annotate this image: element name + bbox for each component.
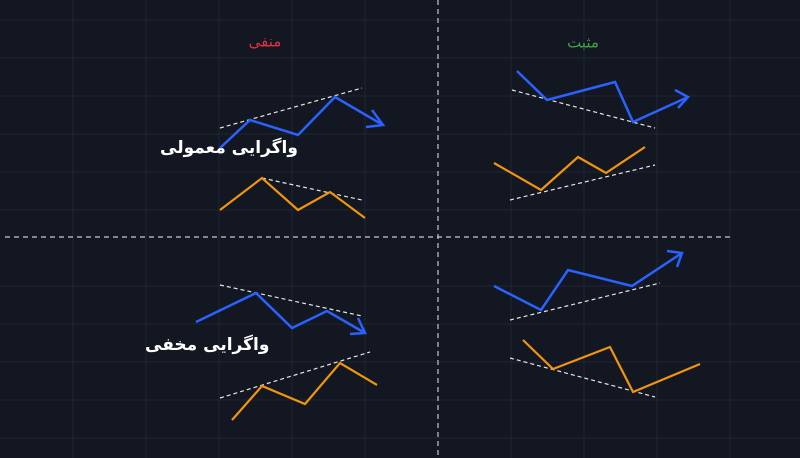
hidden-label: واگرایی مخفی [145,334,269,355]
hidden-negative [195,284,378,421]
hidden-positive [493,249,701,398]
regular-label: واگرایی معمولی [160,137,298,158]
positive-header: مثبت [567,34,599,52]
negative-header: منفی [249,33,282,51]
regular-negative [219,87,386,219]
regular-positive [493,70,691,201]
